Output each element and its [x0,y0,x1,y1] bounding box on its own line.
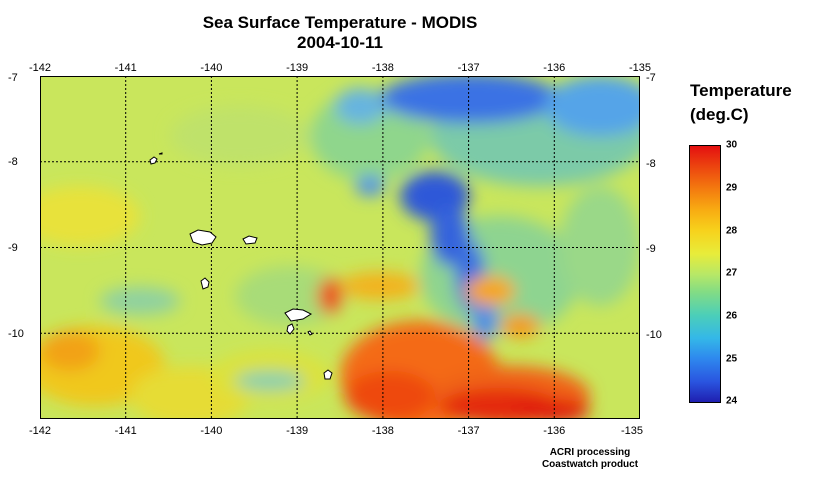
lon-tick-bottom: -138 [371,425,394,437]
lat-tick-right: -8 [646,158,656,170]
island-ua-huka [242,235,258,245]
lat-tick-right: -10 [646,329,662,341]
color-scale-tick: 26 [726,310,738,322]
island-hiva-oa [284,308,313,322]
credit-product: Coastwatch product [541,459,639,470]
legend-title-line1: Temperature [690,81,792,100]
color-scale-tick: 24 [726,395,738,407]
lat-tick-right: -9 [646,243,656,255]
lon-tick-bottom: -136 [543,425,566,437]
lon-tick-top: -138 [371,62,394,74]
lat-tick-right: -7 [646,72,656,84]
map-title: Sea Surface Temperature - MODIS [202,13,478,32]
lon-tick-bottom: -135 [620,425,644,437]
credit-processing: ACRI processing [549,447,631,458]
color-scale-tick: 25 [726,353,738,365]
color-scale-bar [689,145,721,403]
map-date: 2004-10-11 [296,33,384,52]
legend-title: Temperature (deg.C) [690,79,792,127]
sst-field [40,76,640,419]
sst-map [40,76,640,419]
lat-tick-left: -8 [8,156,18,168]
lat-tick-left: -7 [8,72,18,84]
lon-tick-top: -141 [114,62,137,74]
lon-tick-top: -139 [286,62,309,74]
legend-title-line2: (deg.C) [690,105,749,124]
graticule [40,76,640,419]
island-nuku-hiva [189,229,217,246]
lon-tick-bottom: -137 [457,425,480,437]
lon-tick-bottom: -141 [114,425,137,437]
color-scale-tick: 30 [726,139,738,151]
lon-tick-top: -137 [457,62,480,74]
island-hatutu [149,156,158,165]
color-scale-tick: 28 [726,225,738,237]
color-scale-tick: 27 [726,267,738,279]
island-ua-pou [200,277,210,290]
lon-tick-bottom: -140 [200,425,223,437]
lon-tick-bottom: -142 [28,425,52,437]
island-fatu-hiva [323,369,333,380]
lon-tick-top: -136 [543,62,566,74]
islands [149,152,333,380]
lat-tick-left: -9 [8,242,18,254]
lon-tick-bottom: -139 [286,425,309,437]
island-tahuata [286,323,295,335]
lon-tick-top: -135 [628,62,652,74]
lon-tick-top: -140 [200,62,223,74]
lat-tick-left: -10 [8,328,24,340]
lon-tick-top: -142 [28,62,52,74]
color-scale-tick: 29 [726,182,738,194]
